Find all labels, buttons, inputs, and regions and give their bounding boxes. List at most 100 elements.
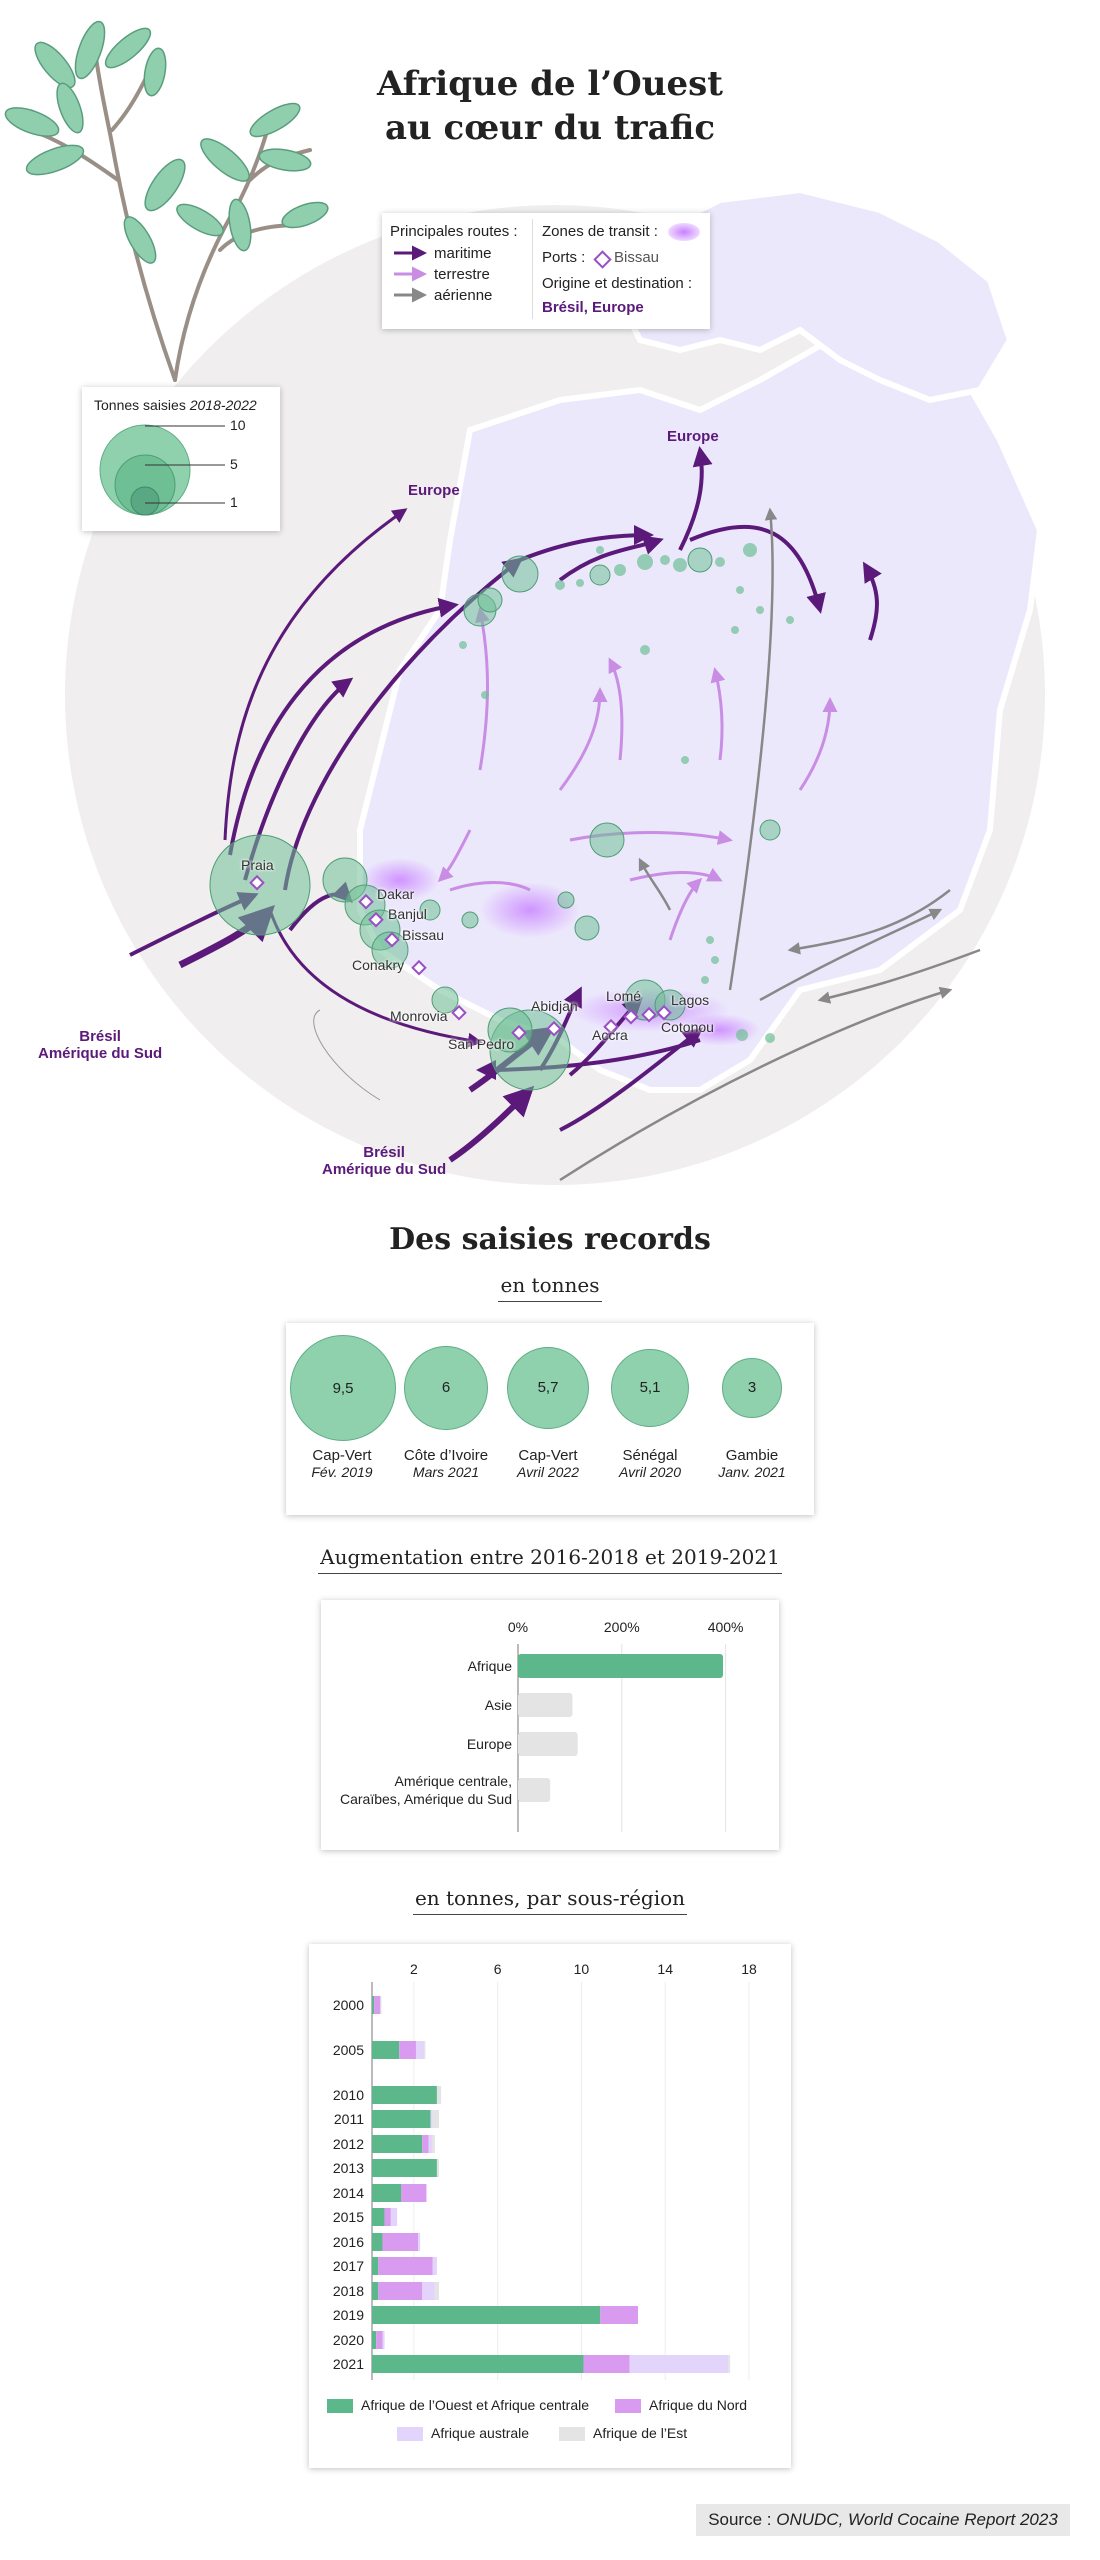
x-tick-label: 14 bbox=[657, 1961, 673, 1977]
trafficking-map bbox=[65, 190, 1045, 1185]
size-legend-title: Tonnes saisies 2018-2022 bbox=[94, 397, 257, 413]
record-item: 5,1 Sénégal Avril 2020 bbox=[600, 1335, 700, 1480]
legend-swatch bbox=[397, 2427, 423, 2441]
legend-label: Afrique australe bbox=[431, 2425, 529, 2441]
record-date: Fév. 2019 bbox=[311, 1464, 373, 1480]
year-label: 2012 bbox=[333, 2136, 364, 2152]
record-item: 5,7 Cap-Vert Avril 2022 bbox=[496, 1335, 600, 1480]
legend-label: Afrique de l’Ouest et Afrique centrale bbox=[361, 2397, 589, 2413]
x-tick-label: 18 bbox=[741, 1961, 757, 1977]
year-label: 2019 bbox=[333, 2307, 364, 2323]
stack-segment bbox=[422, 2282, 435, 2300]
stack-segment bbox=[583, 2355, 630, 2373]
title-line-2: au cœur du trafic bbox=[384, 108, 716, 148]
year-label: 2017 bbox=[333, 2258, 364, 2274]
stack-segment bbox=[432, 2110, 440, 2128]
origin-value: Brésil, Europe bbox=[542, 299, 644, 316]
record-bubble: 5,1 bbox=[610, 1348, 690, 1428]
year-label: 2018 bbox=[333, 2283, 364, 2299]
x-tick-label: 10 bbox=[574, 1961, 590, 1977]
stack-segment bbox=[376, 2331, 383, 2349]
port-marker-san-pedro bbox=[511, 1024, 527, 1041]
stack-segment bbox=[372, 2041, 400, 2059]
record-date: Avril 2020 bbox=[618, 1463, 681, 1480]
stack-segment bbox=[372, 2233, 383, 2251]
record-item: 9,5 Cap-Vert Fév. 2019 bbox=[290, 1335, 396, 1480]
x-tick-label: 200% bbox=[604, 1619, 640, 1635]
size-legend: Tonnes saisies 2018-2022 10 5 1 bbox=[82, 387, 280, 531]
stack-segment bbox=[629, 2355, 729, 2373]
port-marker-praia bbox=[249, 874, 265, 891]
records-panel: 9,5 Cap-Vert Fév. 2019 6 Côte d’Ivoire M… bbox=[286, 1323, 814, 1515]
stack-segment bbox=[380, 1996, 382, 2014]
routes-legend: Principales routes : maritime terrestre … bbox=[382, 213, 710, 329]
year-label: 2021 bbox=[333, 2356, 364, 2372]
legend-label: Afrique de l’Est bbox=[593, 2425, 687, 2441]
port-label-praia: Praia bbox=[241, 857, 274, 873]
record-item: 3 Gambie Janv. 2021 bbox=[700, 1335, 804, 1480]
size-legend-10: 10 bbox=[230, 417, 246, 433]
port-marker-bissau bbox=[384, 931, 400, 948]
x-tick-label: 0% bbox=[508, 1619, 528, 1635]
port-marker-abidjan bbox=[546, 1020, 562, 1037]
stack-segment bbox=[728, 2355, 731, 2373]
category-label: Amérique centrale, bbox=[394, 1773, 512, 1789]
stack-segment bbox=[372, 2331, 377, 2349]
port-label-lome: Lomé bbox=[606, 988, 642, 1004]
port-label-monrovia: Monrovia bbox=[390, 1008, 448, 1024]
year-label: 2013 bbox=[333, 2160, 364, 2176]
stack-segment bbox=[372, 2282, 379, 2300]
europe-landmass bbox=[616, 190, 1014, 404]
stack-segment bbox=[372, 2086, 437, 2104]
x-tick-label: 6 bbox=[494, 1961, 502, 1977]
stack-segment bbox=[399, 2041, 416, 2059]
stack-segment bbox=[372, 1996, 375, 2014]
stack-segment bbox=[372, 2355, 584, 2373]
region-label-bresil-west: Brésil Amérique du Sud bbox=[38, 1028, 163, 1062]
port-marker-cotonou bbox=[641, 1006, 657, 1023]
year-label: 2011 bbox=[334, 2111, 364, 2127]
year-label: 2005 bbox=[333, 2042, 364, 2058]
records-bubbles: 9,5 Cap-Vert Fév. 2019 6 Côte d’Ivoire M… bbox=[286, 1335, 814, 1505]
source-text: ONUDC, World Cocaine Report 2023 bbox=[776, 2510, 1058, 2529]
stacked-chart: 2 6 10 14 18 2000 2005 2010 2011 2012 2013 2014 2015… bbox=[327, 1961, 757, 2441]
port-label-dakar: Dakar bbox=[377, 886, 415, 902]
route-terrestre-label: terrestre bbox=[434, 266, 490, 283]
stack-segment bbox=[415, 2041, 425, 2059]
port-diamond-icon bbox=[593, 250, 612, 269]
bar bbox=[518, 1778, 551, 1802]
route-legend-swatches bbox=[394, 245, 427, 303]
record-country: Cap-Vert bbox=[312, 1447, 372, 1464]
stack-segment bbox=[378, 2257, 433, 2275]
stack-segment bbox=[390, 2208, 398, 2226]
size-legend-period: 2018-2022 bbox=[189, 397, 257, 413]
stack-segment bbox=[372, 2208, 385, 2226]
record-bubble: 6 bbox=[403, 1345, 489, 1431]
stack-segment bbox=[600, 2306, 638, 2324]
legend-swatch bbox=[615, 2399, 641, 2413]
stack-segment bbox=[382, 2331, 385, 2349]
stack-segment bbox=[401, 2184, 427, 2202]
size-legend-circles bbox=[99, 424, 225, 516]
stack-segment bbox=[432, 2135, 435, 2153]
stacked-chart-panel: 2 6 10 14 18 2000 2005 2010 2011 2012 2013 2014 2015… bbox=[309, 1944, 791, 2468]
stack-segment bbox=[372, 2257, 379, 2275]
stack-segment bbox=[434, 2282, 440, 2300]
record-country: Gambie bbox=[725, 1446, 779, 1464]
route-aerienne-label: aérienne bbox=[434, 287, 493, 304]
port-label-cotonou: Cotonou bbox=[661, 1019, 714, 1035]
category-label: Caraïbes, Amérique du Sud bbox=[340, 1791, 512, 1807]
stack-segment bbox=[430, 2110, 433, 2128]
x-tick-label: 400% bbox=[708, 1619, 744, 1635]
port-label-san-pedro: San Pedro bbox=[448, 1036, 515, 1052]
transit-zone-swatch bbox=[668, 223, 700, 241]
growth-chart-panel: 0% 200% 400% Afrique Asie Europe Amérique cent… bbox=[321, 1600, 779, 1850]
region-label-europe-west: Europe bbox=[408, 482, 460, 499]
bar bbox=[518, 1732, 578, 1756]
stack-segment bbox=[372, 2110, 431, 2128]
port-marker-lome bbox=[623, 1008, 639, 1025]
stack-segment bbox=[436, 2086, 442, 2104]
category-label: Asie bbox=[485, 1697, 512, 1713]
stack-segment bbox=[372, 2159, 437, 2177]
x-tick-label: 2 bbox=[410, 1961, 418, 1977]
